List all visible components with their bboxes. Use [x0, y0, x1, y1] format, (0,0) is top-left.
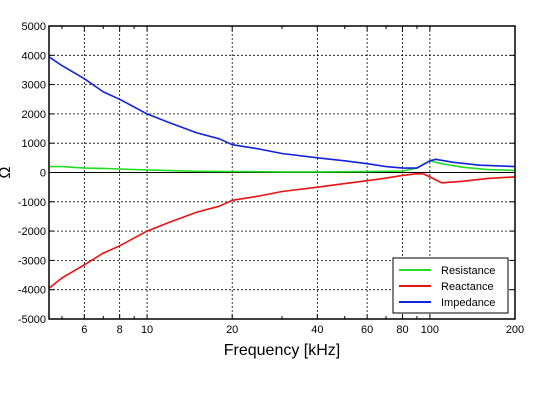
y-axis: -5000 -4000 -3000 -2000 -1000 0 1000 2000 3000 40… — [18, 21, 515, 326]
y-tick-label: -4000 — [18, 285, 46, 297]
legend-label: Resistance — [441, 265, 495, 277]
y-tick-label: -1000 — [18, 197, 46, 209]
series-lines — [48, 56, 516, 289]
x-axis: 6 8 10 20 40 60 80 100 200 — [61, 26, 524, 336]
legend-label: Reactance — [441, 281, 494, 293]
x-axis-title: Frequency [kHz] — [224, 342, 340, 359]
x-tick-label: 60 — [361, 324, 373, 336]
series-line-resistance — [49, 160, 516, 173]
series-line-reactance — [48, 172, 516, 289]
x-tick-label: 8 — [117, 324, 123, 336]
legend-label: Impedance — [441, 297, 495, 309]
y-tick-label: 5000 — [22, 21, 46, 33]
x-tick-label: 6 — [81, 324, 87, 336]
y-tick-label: 0 — [40, 168, 46, 180]
y-tick-label: -5000 — [18, 314, 46, 326]
y-tick-label: -2000 — [18, 226, 46, 238]
series-line-impedance — [48, 56, 516, 169]
y-tick-label: 3000 — [22, 80, 46, 92]
y-tick-label: 4000 — [22, 50, 46, 62]
y-tick-label: 2000 — [22, 109, 46, 121]
x-tick-label: 80 — [396, 324, 408, 336]
x-tick-label: 20 — [226, 324, 238, 336]
x-tick-label: 100 — [421, 324, 439, 336]
y-axis-title: Ω — [0, 166, 14, 178]
legend: Resistance Reactance Impedance — [392, 257, 509, 314]
x-tick-label: 200 — [506, 324, 524, 336]
x-tick-label: 40 — [311, 324, 323, 336]
y-tick-label: -3000 — [18, 255, 46, 267]
x-tick-label: 10 — [141, 324, 153, 336]
y-tick-label: 1000 — [22, 138, 46, 150]
